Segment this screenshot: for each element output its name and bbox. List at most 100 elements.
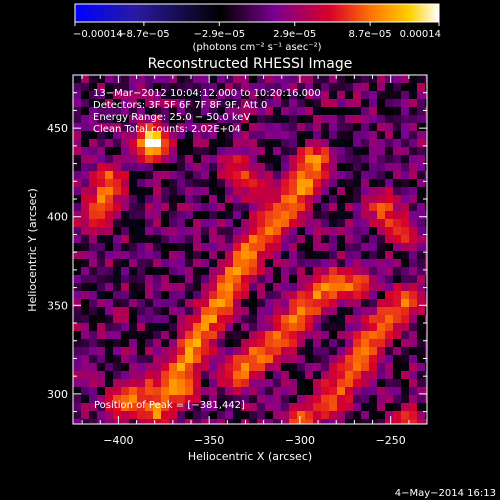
heatmap-cell [353,235,362,244]
heatmap-cell [345,363,354,372]
heatmap-cell [225,259,234,268]
heatmap-cell [361,403,370,412]
heatmap-cell [281,99,290,108]
heatmap-cell [369,339,378,348]
heatmap-cell [289,99,298,108]
heatmap-cell [393,163,402,172]
heatmap-cell [273,147,282,156]
heatmap-cell [225,123,234,132]
heatmap-cell [265,299,274,308]
heatmap-cell [393,203,402,212]
heatmap-cell [161,243,170,252]
heatmap-cell [73,171,82,180]
heatmap-cell [225,315,234,324]
x-axis-label: Heliocentric X (arcsec) [188,450,312,463]
heatmap-cell [329,355,338,364]
heatmap-cell [217,331,226,340]
heatmap-cell [249,179,258,188]
heatmap-cell [89,195,98,204]
heatmap-cell [281,243,290,252]
heatmap-cell [337,259,346,268]
heatmap-cell [401,171,410,180]
heatmap-cell [73,363,82,372]
heatmap-cell [345,203,354,212]
colorbar-tick-label: 0.00014 [400,29,441,40]
heatmap-cell [73,403,82,412]
heatmap-cell [177,395,186,404]
heatmap-cell [321,251,330,260]
heatmap-cell [145,419,154,424]
heatmap-cell [401,355,410,364]
heatmap-cell [321,219,330,228]
heatmap-cell [425,115,427,124]
heatmap-cell [369,83,378,92]
colorbar-tick-label: −0.00014 [73,29,123,40]
heatmap-cell [289,195,298,204]
heatmap-cell [169,83,178,92]
heatmap-cell [105,179,114,188]
heatmap-cell [105,211,114,220]
heatmap-cell [257,323,266,332]
heatmap-cell [233,131,242,140]
heatmap-cell [233,323,242,332]
heatmap-cell [353,203,362,212]
heatmap-cell [281,419,290,424]
heatmap-cell [393,75,402,84]
heatmap-cell [97,99,106,108]
heatmap-cell [353,99,362,108]
heatmap-cell [249,307,258,316]
heatmap-cell [113,267,122,276]
heatmap-cell [337,419,346,424]
heatmap-cell [337,155,346,164]
heatmap-cell [161,91,170,100]
heatmap-cell [121,123,130,132]
heatmap-cell [353,379,362,388]
heatmap-cell [137,91,146,100]
heatmap-cell [225,267,234,276]
heatmap-cell [81,387,90,396]
heatmap-cell [393,123,402,132]
heatmap-cell [73,291,82,300]
heatmap-cell [329,267,338,276]
heatmap-cell [329,91,338,100]
heatmap-cell [121,219,130,228]
heatmap-cell [137,99,146,108]
heatmap-cell [425,163,427,172]
heatmap-cell [313,323,322,332]
heatmap-cell [145,123,154,132]
heatmap-cell [193,115,202,124]
heatmap-cell [321,403,330,412]
heatmap-cell [121,283,130,292]
heatmap-cell [193,155,202,164]
heatmap-cell [161,115,170,124]
heatmap-cell [273,371,282,380]
heatmap-cell [249,227,258,236]
heatmap-cell [113,163,122,172]
heatmap-cell [305,155,314,164]
colorbar-ticks: −0.00014−8.7e−05 −2.9e−05 2.9e−05 8.7e−05 0.… [73,22,441,40]
heatmap-cell [217,243,226,252]
heatmap-cell [265,291,274,300]
heatmap-cell [329,411,338,420]
heatmap-cell [169,299,178,308]
heatmap-cell [73,331,82,340]
heatmap-cell [81,251,90,260]
heatmap-cell [297,339,306,348]
heatmap-cell [81,299,90,308]
heatmap-cell [289,147,298,156]
heatmap-cell [337,251,346,260]
heatmap-cell [257,219,266,228]
heatmap-cell [193,139,202,148]
heatmap-cell [329,99,338,108]
heatmap-cell [161,211,170,220]
heatmap-cell [193,371,202,380]
heatmap-cell [337,99,346,108]
heatmap-cell [113,195,122,204]
heatmap-cell [393,403,402,412]
heatmap-cell [81,323,90,332]
heatmap-cell [385,363,394,372]
heatmap-cell [105,283,114,292]
heatmap-cell [313,339,322,348]
heatmap-cell [313,147,322,156]
heatmap-cell [217,83,226,92]
